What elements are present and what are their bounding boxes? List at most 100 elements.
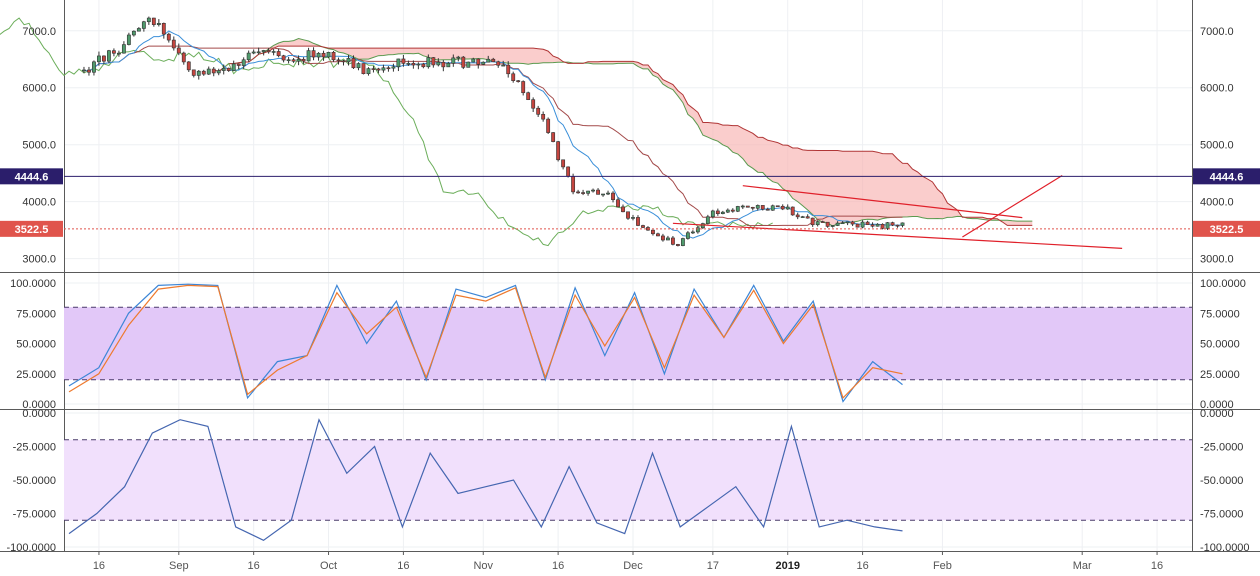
right-tick-label: 0.0000 bbox=[1200, 408, 1234, 420]
candle-body bbox=[471, 58, 476, 63]
candle-body bbox=[795, 214, 800, 218]
candle-body bbox=[226, 67, 231, 71]
price-tag bbox=[0, 168, 63, 185]
left-tick-label: 7000.0 bbox=[22, 26, 56, 38]
candle-body bbox=[386, 67, 391, 70]
candle-body bbox=[870, 224, 875, 227]
candle-body bbox=[641, 225, 645, 228]
candle-body bbox=[755, 205, 760, 209]
candle-body bbox=[241, 59, 246, 66]
candle-body bbox=[491, 58, 496, 63]
candle-body bbox=[421, 63, 426, 68]
right-tick-label: -100.0000 bbox=[1200, 542, 1250, 554]
trendlines[interactable] bbox=[672, 174, 1123, 249]
right-tick-label: 100.0000 bbox=[1200, 278, 1246, 290]
tenkan-line bbox=[83, 30, 903, 239]
candle-body bbox=[556, 141, 561, 161]
left-tick-label: -50.0000 bbox=[13, 475, 56, 487]
candle-body bbox=[581, 192, 586, 194]
candle-body bbox=[745, 205, 750, 208]
williams-r-panel[interactable] bbox=[64, 418, 1192, 541]
candle-body bbox=[186, 61, 191, 71]
candle-body bbox=[685, 232, 690, 239]
candle-body bbox=[121, 44, 126, 54]
candle-body bbox=[161, 23, 166, 35]
senkou-span-b bbox=[213, 45, 1033, 226]
candle-body bbox=[171, 39, 176, 49]
time-tick-label: 16 bbox=[93, 560, 105, 572]
candle-body bbox=[401, 58, 406, 64]
left-tick-label: 6000.0 bbox=[22, 83, 56, 95]
candlesticks[interactable] bbox=[82, 16, 905, 247]
trendline-upper bbox=[742, 185, 1023, 219]
candle-body bbox=[805, 216, 810, 219]
left-price-axis[interactable]: 7000.0 6000.0 5000.0 4000.0 3000.0 100.0000 75… bbox=[0, 26, 63, 554]
candle-body bbox=[680, 238, 685, 246]
candle-body bbox=[850, 221, 855, 225]
candle-body bbox=[825, 221, 830, 227]
candle-body bbox=[321, 52, 326, 58]
candle-body bbox=[521, 81, 526, 94]
price-panel[interactable] bbox=[0, 16, 1192, 249]
candle-body bbox=[466, 61, 471, 68]
candle-body bbox=[102, 55, 106, 62]
candle-body bbox=[446, 62, 451, 68]
candle-body bbox=[82, 69, 86, 72]
right-tick-label: 6000.0 bbox=[1200, 83, 1234, 95]
candle-body bbox=[715, 210, 720, 215]
candle-body bbox=[606, 192, 610, 195]
oscillator-line bbox=[68, 283, 903, 403]
right-tick-label: 75.0000 bbox=[1200, 308, 1240, 320]
candle-body bbox=[116, 52, 121, 55]
candle-body bbox=[141, 21, 146, 29]
left-tick-label: 100.0000 bbox=[10, 278, 56, 290]
candle-body bbox=[201, 70, 206, 75]
candle-body bbox=[376, 68, 381, 71]
candle-body bbox=[561, 159, 566, 168]
time-tick-label: 16 bbox=[248, 560, 260, 572]
price-tag-label: 3522.5 bbox=[15, 224, 49, 236]
candle-body bbox=[271, 51, 276, 53]
stochastic-panel[interactable] bbox=[64, 283, 1192, 403]
candle-body bbox=[97, 55, 101, 63]
candle-body bbox=[675, 244, 680, 246]
candle-body bbox=[566, 166, 571, 177]
candle-body bbox=[880, 223, 885, 229]
left-tick-label: 25.0000 bbox=[16, 369, 56, 381]
left-tick-label: 0.0000 bbox=[22, 399, 56, 411]
candle-body bbox=[631, 217, 635, 219]
candle-body bbox=[256, 51, 261, 54]
candle-body bbox=[586, 190, 590, 194]
right-price-axis[interactable]: 7000.0 6000.0 5000.0 4000.0 3000.0 100.0000 75… bbox=[1193, 26, 1260, 554]
time-axis[interactable]: 16 Sep 16 Oct 16 Nov 16 Dec 17 2019 16 Feb Mar 16 bbox=[93, 551, 1163, 572]
candle-body bbox=[601, 193, 605, 196]
candle-body bbox=[700, 223, 705, 229]
candle-body bbox=[216, 70, 221, 74]
candle-body bbox=[181, 52, 186, 63]
oscillator-band bbox=[64, 307, 1192, 380]
candle-body bbox=[626, 211, 630, 219]
oscillator-line bbox=[68, 284, 903, 400]
cloud-bearish bbox=[213, 38, 1033, 226]
candle-body bbox=[800, 216, 805, 218]
candle-body bbox=[406, 62, 411, 65]
candle-body bbox=[206, 68, 211, 75]
candle-body bbox=[720, 211, 725, 215]
candle-body bbox=[346, 58, 351, 63]
candle-body bbox=[695, 227, 700, 233]
candle-body bbox=[261, 50, 266, 53]
candle-body bbox=[291, 59, 296, 62]
candle-body bbox=[286, 59, 291, 62]
candle-body bbox=[251, 51, 256, 54]
candle-body bbox=[366, 68, 371, 75]
candle-body bbox=[840, 222, 845, 225]
kijun-line bbox=[83, 45, 903, 227]
candle-body bbox=[670, 237, 675, 245]
candle-body bbox=[780, 205, 785, 210]
candle-body bbox=[476, 58, 481, 65]
candle-body bbox=[266, 50, 271, 53]
candle-body bbox=[526, 92, 531, 100]
time-tick-label: 16 bbox=[856, 560, 868, 572]
candle-body bbox=[341, 60, 346, 63]
